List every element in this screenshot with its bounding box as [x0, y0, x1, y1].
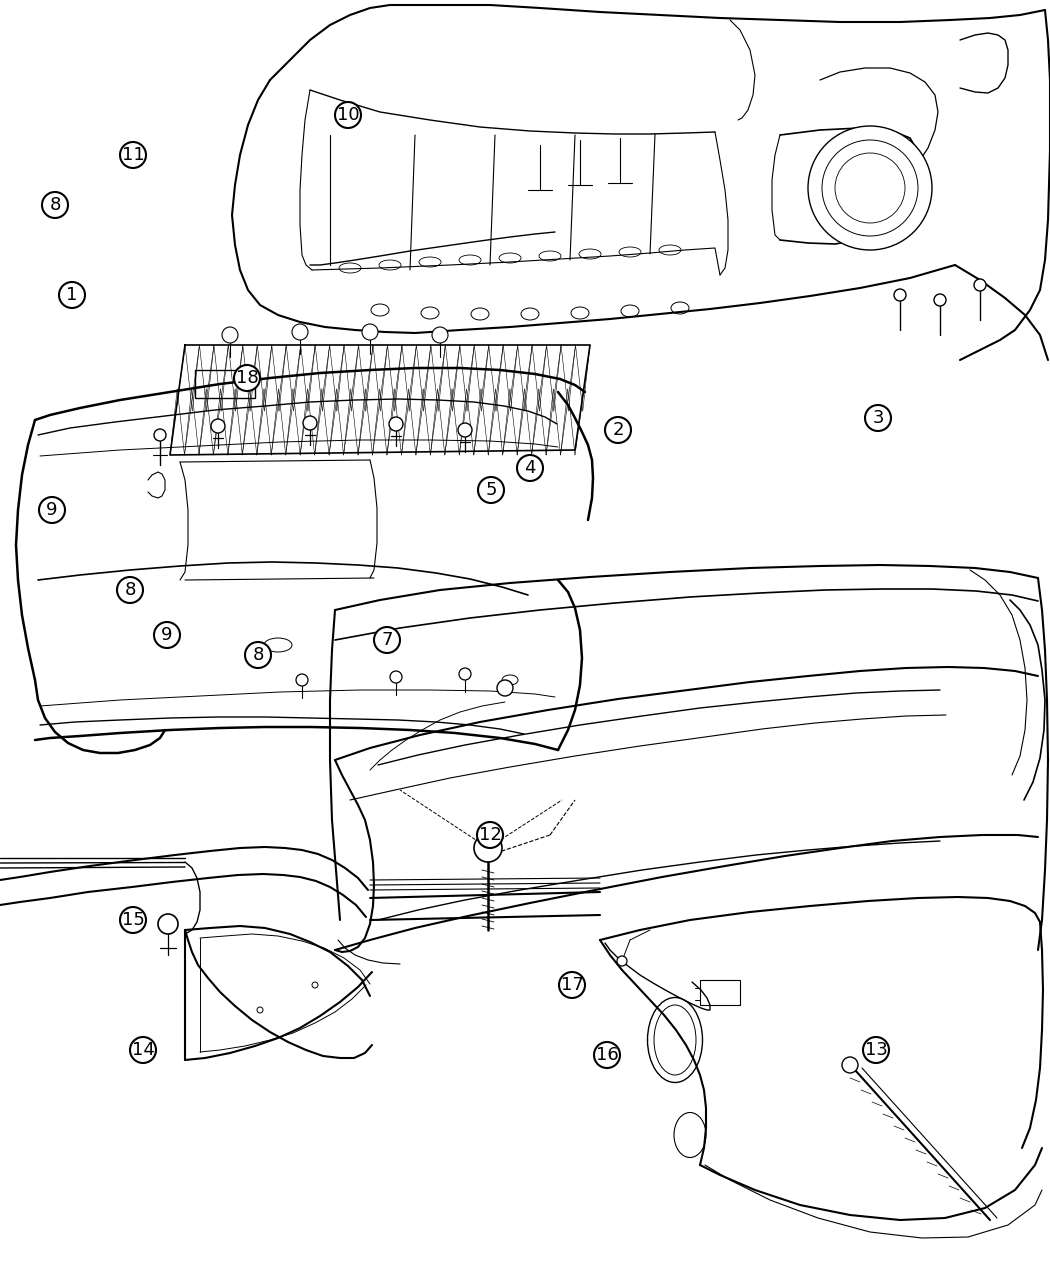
Circle shape — [822, 140, 918, 236]
Circle shape — [59, 282, 85, 309]
Text: 4: 4 — [524, 459, 536, 477]
Circle shape — [894, 289, 906, 301]
Circle shape — [120, 907, 146, 933]
Circle shape — [934, 295, 946, 306]
Text: 16: 16 — [595, 1046, 618, 1065]
Circle shape — [312, 982, 318, 988]
Text: 8: 8 — [252, 646, 264, 664]
Text: 5: 5 — [485, 481, 497, 499]
Text: 10: 10 — [337, 106, 359, 124]
Circle shape — [296, 674, 308, 686]
Circle shape — [154, 622, 180, 648]
Circle shape — [432, 326, 448, 343]
Circle shape — [222, 326, 238, 343]
Circle shape — [117, 578, 143, 603]
Bar — [700, 980, 740, 1005]
Circle shape — [474, 834, 502, 862]
Text: 9: 9 — [46, 501, 58, 519]
Circle shape — [257, 1007, 262, 1014]
Circle shape — [130, 1037, 156, 1063]
Circle shape — [388, 417, 403, 431]
Circle shape — [335, 102, 361, 128]
Circle shape — [39, 497, 65, 523]
Text: 7: 7 — [381, 631, 393, 649]
Circle shape — [362, 324, 378, 340]
Text: 3: 3 — [873, 409, 884, 427]
Text: 12: 12 — [479, 826, 502, 844]
Circle shape — [559, 972, 585, 998]
Circle shape — [292, 324, 308, 340]
Circle shape — [605, 417, 631, 442]
Circle shape — [842, 1057, 858, 1074]
Circle shape — [211, 419, 225, 434]
Circle shape — [234, 365, 260, 391]
Circle shape — [477, 822, 503, 848]
Text: 9: 9 — [162, 626, 173, 644]
Text: 15: 15 — [122, 912, 145, 929]
Circle shape — [158, 914, 179, 935]
Circle shape — [478, 477, 504, 504]
Circle shape — [517, 455, 543, 481]
Circle shape — [617, 956, 627, 966]
Circle shape — [863, 1037, 889, 1063]
Bar — [195, 370, 255, 398]
Circle shape — [120, 142, 146, 168]
Circle shape — [865, 405, 891, 431]
Circle shape — [497, 680, 513, 696]
Circle shape — [835, 153, 905, 223]
Circle shape — [303, 416, 317, 430]
Circle shape — [390, 671, 402, 683]
Text: 1: 1 — [66, 286, 78, 303]
Text: 14: 14 — [131, 1040, 154, 1060]
Circle shape — [808, 126, 932, 250]
Circle shape — [459, 668, 471, 680]
Text: 8: 8 — [124, 581, 135, 599]
Circle shape — [245, 643, 271, 668]
Circle shape — [458, 423, 472, 437]
Circle shape — [974, 279, 986, 291]
Circle shape — [42, 193, 68, 218]
Circle shape — [374, 627, 400, 653]
Text: 8: 8 — [49, 196, 61, 214]
Text: 17: 17 — [561, 975, 584, 994]
Text: 11: 11 — [122, 147, 145, 164]
Text: 18: 18 — [235, 368, 258, 388]
Text: 13: 13 — [864, 1040, 887, 1060]
Circle shape — [594, 1042, 620, 1068]
Circle shape — [154, 428, 166, 441]
Text: 2: 2 — [612, 421, 624, 439]
